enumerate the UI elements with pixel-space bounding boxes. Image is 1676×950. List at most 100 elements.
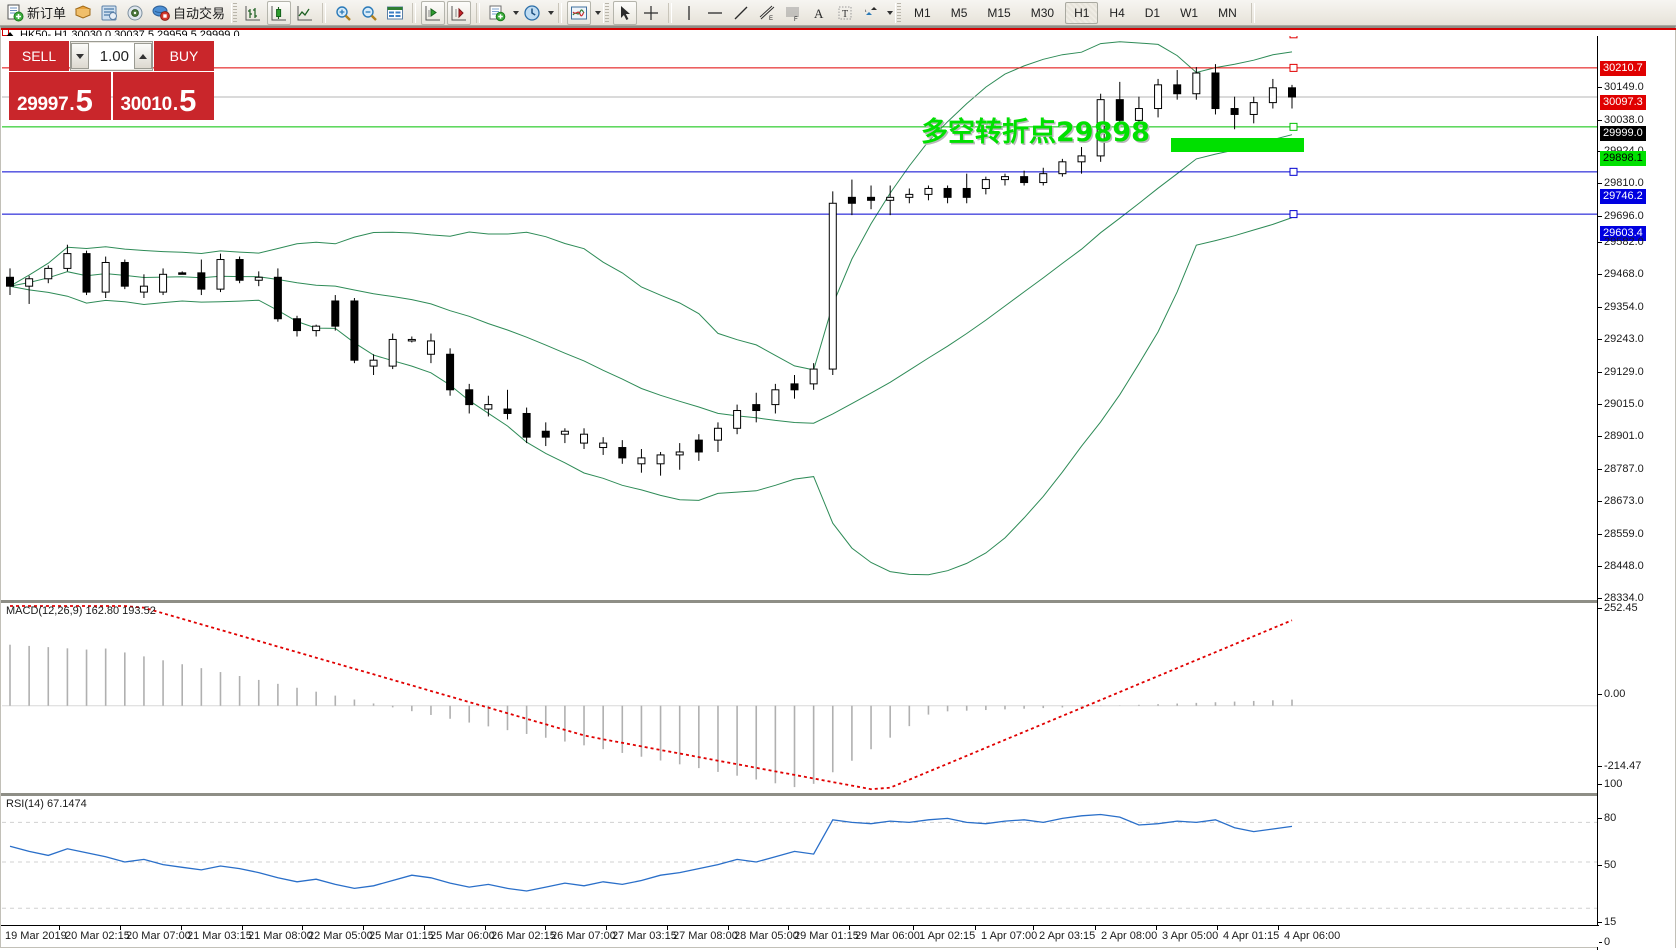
time-label: 21 Mar 08:00 xyxy=(242,926,313,942)
zoom-out-button[interactable] xyxy=(357,1,381,25)
macd-pane[interactable] xyxy=(2,603,1600,793)
arrows-icon xyxy=(865,6,878,15)
macd-tick-252.45: 252.45 xyxy=(1598,603,1638,614)
new-order-button[interactable]: 新订单 xyxy=(3,1,69,25)
svg-text:F: F xyxy=(794,17,798,22)
candlestick-chart-icon xyxy=(271,5,287,20)
rsi-label: RSI(14) 67.1474 xyxy=(6,798,87,810)
period-button[interactable] xyxy=(520,1,544,25)
fibonacci-button[interactable]: E xyxy=(755,1,779,25)
timeframe-h1[interactable]: H1 xyxy=(1065,1,1099,24)
timeframe-m5[interactable]: M5 xyxy=(950,5,968,20)
time-label: 19 Mar 2019 xyxy=(0,926,67,942)
chart-window[interactable]: HK50-,H1 30030.0 30037.5 29959.5 29999.0… xyxy=(0,26,1676,950)
time-label: 26 Mar 07:00 xyxy=(545,926,616,942)
equidistant-channel-button[interactable]: F xyxy=(781,1,805,25)
cursor-button[interactable] xyxy=(613,0,638,25)
pane-divider-macd[interactable] xyxy=(1,600,1599,603)
price-badge-29898.1[interactable]: 29898.1 xyxy=(1600,151,1646,166)
time-label: 25 Mar 01:15 xyxy=(363,926,434,942)
market-watch-button[interactable] xyxy=(71,1,95,25)
candlestick-chart-button[interactable] xyxy=(267,0,292,25)
price-badge-29746.2[interactable]: 29746.2 xyxy=(1600,189,1646,204)
arrows-button[interactable] xyxy=(859,1,883,25)
timeframe-d1[interactable]: D1 xyxy=(1144,5,1161,20)
rsi-chart-svg xyxy=(2,813,1600,909)
vline-icon xyxy=(688,5,690,20)
line-chart-button[interactable] xyxy=(293,1,317,25)
crosshair-button[interactable] xyxy=(639,1,663,25)
template-dropdown-caret[interactable] xyxy=(513,10,520,15)
price-badge-30210.7[interactable]: 30210.7 xyxy=(1600,61,1646,76)
buy-price-button[interactable]: 30010 . 5 xyxy=(112,72,214,120)
bar-chart-button[interactable] xyxy=(241,1,265,25)
timeframe-m15[interactable]: M15 xyxy=(987,5,1011,20)
sell-button[interactable]: SELL xyxy=(9,41,69,71)
price-tick-28448.0: 28448.0 xyxy=(1598,561,1644,572)
rsi-tick-15: 15 xyxy=(1598,917,1616,928)
time-scale[interactable]: 19 Mar 2019 20 Mar 02:15 20 Mar 07:00 21 Ma… xyxy=(0,925,1599,947)
indicators-dropdown-caret[interactable] xyxy=(595,10,602,15)
data-window-icon xyxy=(387,6,404,19)
buy-button[interactable]: BUY xyxy=(154,41,214,71)
vertical-line-button[interactable] xyxy=(677,1,701,25)
chart-collapse-icon[interactable] xyxy=(5,32,15,38)
toolbar-separator-4 xyxy=(558,2,563,23)
template-button[interactable] xyxy=(485,1,509,25)
rsi-tick-0: 0 xyxy=(1598,937,1610,948)
price-scale[interactable]: 30210.730149.030097.330038.029999.029924… xyxy=(1597,36,1675,950)
rsi-tick-100: 100 xyxy=(1598,779,1622,790)
arrows-dropdown-caret[interactable] xyxy=(887,10,894,15)
toolbar-separator-2 xyxy=(412,2,417,23)
buy-price-separator: . xyxy=(172,94,179,115)
sell-price-fraction: 5 xyxy=(75,83,93,118)
trendline-button[interactable] xyxy=(729,1,753,25)
highlight-box xyxy=(1171,138,1304,152)
template-icon xyxy=(489,5,506,21)
text-button[interactable]: A xyxy=(807,1,831,25)
indicators-button[interactable] xyxy=(567,0,592,25)
trendline-icon xyxy=(734,6,748,19)
chart-shift-button[interactable] xyxy=(421,0,446,25)
rsi-pane[interactable] xyxy=(2,796,1600,928)
auto-scroll-button[interactable] xyxy=(447,0,472,25)
time-label: 21 Mar 03:15 xyxy=(181,926,252,942)
price-tick-30038.0: 30038.0 xyxy=(1598,115,1644,126)
equidistant-channel-icon: F xyxy=(786,7,800,22)
timeframe-m1[interactable]: M1 xyxy=(914,5,931,20)
one-click-trading-panel[interactable]: SELL 1.00 BUY 29997 . 5 30010 . 5 xyxy=(9,41,214,121)
data-window-toggle-button[interactable] xyxy=(383,1,407,25)
trade-panel-top-row: SELL 1.00 BUY xyxy=(9,41,214,71)
price-tick-29354.0: 29354.0 xyxy=(1598,302,1644,313)
price-tick-29015.0: 29015.0 xyxy=(1598,399,1644,410)
volume-decrease-button[interactable] xyxy=(71,43,89,69)
price-badge-29603.4[interactable]: 29603.4 xyxy=(1600,226,1646,241)
timeframe-h4[interactable]: H4 xyxy=(1109,5,1125,20)
price-tick-28334.0: 28334.0 xyxy=(1598,593,1644,604)
book-icon xyxy=(74,4,92,19)
volume-input[interactable]: 1.00 xyxy=(89,43,134,69)
price-tick-28673.0: 28673.0 xyxy=(1598,496,1644,507)
volume-control[interactable]: 1.00 xyxy=(70,41,153,71)
timeframe-m30[interactable]: M30 xyxy=(1030,5,1055,20)
new-order-icon xyxy=(7,4,24,21)
timeframe-w1[interactable]: W1 xyxy=(1180,5,1199,20)
text-label-button[interactable]: T xyxy=(833,1,857,25)
price-tick-28559.0: 28559.0 xyxy=(1598,529,1644,540)
price-tick-28901.0: 28901.0 xyxy=(1598,431,1644,442)
price-pane[interactable] xyxy=(2,36,1600,600)
zoom-in-button[interactable] xyxy=(331,1,355,25)
timeframe-mn[interactable]: MN xyxy=(1218,5,1237,20)
price-badge-29999.0[interactable]: 29999.0 xyxy=(1600,126,1646,141)
horizontal-line-button[interactable] xyxy=(703,1,727,25)
data-window-button[interactable] xyxy=(97,1,121,25)
pane-divider-rsi[interactable] xyxy=(1,793,1599,796)
macd-tick-0.00: 0.00 xyxy=(1598,689,1625,700)
rsi-tick-50: 50 xyxy=(1598,860,1616,871)
volume-increase-button[interactable] xyxy=(134,43,152,69)
price-badge-30097.3[interactable]: 30097.3 xyxy=(1600,95,1646,110)
sell-price-button[interactable]: 29997 . 5 xyxy=(9,72,111,120)
period-dropdown-caret[interactable] xyxy=(548,10,555,15)
autotrade-button[interactable]: 自动交易 xyxy=(149,1,228,25)
navigator-button[interactable] xyxy=(123,1,147,25)
